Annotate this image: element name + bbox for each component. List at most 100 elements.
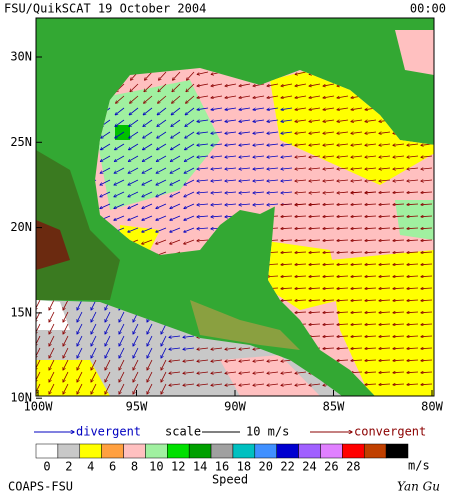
colorbar-label: 4 [87,460,94,474]
wind-arrow [184,179,195,185]
wind-arrow [351,360,363,361]
wind-arrow [421,348,433,349]
lon-label: 100W [24,400,54,414]
lat-label: 10N [10,391,32,405]
wind-arrow [351,168,363,169]
wind-arrow [63,323,69,334]
colorbar-swatch [385,443,409,459]
wind-arrow [407,156,419,157]
wind-arrow [184,203,195,208]
wind-arrow [211,95,223,98]
wind-arrow [393,252,405,253]
wind-arrow [49,335,55,346]
wind-arrow [407,276,419,277]
wind-arrow [186,95,195,103]
wind-arrow [144,83,153,92]
wind-arrow [239,180,251,181]
wind-arrow [407,324,419,325]
wind-arrow [365,336,377,337]
wind-arrow [36,371,41,382]
wind-arrow [365,204,377,205]
wind-arrow [281,240,293,241]
wind-arrow [225,132,237,133]
wind-arrow [281,252,293,253]
colorbar-label: 8 [131,460,138,474]
colorbar-label: 14 [193,460,207,474]
colorbar-swatch [188,443,212,459]
wind-arrow [129,143,139,150]
wind-arrow [379,312,391,313]
wind-arrow [253,144,265,145]
wind-arrow [379,324,391,325]
wind-arrow [114,203,125,208]
wind-arrow [421,168,433,169]
wind-arrow [171,119,181,126]
wind-arrow [239,384,251,385]
wind-arrow [157,143,167,150]
wind-arrow [379,384,391,385]
wind-arrow [351,180,363,181]
wind-arrow [170,167,181,173]
wind-arrow [253,180,265,181]
wind-arrow [337,228,349,229]
wind-arrow [295,156,307,157]
wind-arrow [173,71,181,80]
wind-arrow [128,215,139,220]
wind-arrow [115,131,125,138]
wind-arrow [267,95,279,98]
wind-arrow [211,168,223,169]
wind-arrow [77,323,83,334]
lon-label: 85W [323,400,345,414]
wind-arrow [323,83,335,86]
wind-arrow [239,156,251,157]
wind-arrow [49,311,55,322]
wind-arrow [421,300,433,301]
wind-arrow [156,215,167,220]
wind-arrow [253,168,265,169]
wind-arrow [158,95,167,103]
wind-arrow [407,312,419,313]
colorbar-swatch [363,443,387,459]
wind-arrow [197,360,209,361]
wind-arrow [337,168,349,169]
wind-arrow [77,371,83,382]
wind-arrow [63,371,69,382]
wind-arrow [295,95,307,98]
wind-arrow [144,95,153,103]
wind-arrow [211,180,223,181]
wind-arrow [185,131,195,138]
wind-arrow [309,132,321,133]
title: FSU/QuikSCAT 19 October 2004 [4,2,206,16]
wind-arrow [421,288,433,289]
wind-arrow [211,384,223,385]
wind-arrow [63,300,69,310]
wind-arrow [407,384,419,385]
wind-arrow [421,216,433,217]
wind-arrow [36,323,41,334]
wind-arrow [323,240,335,241]
wind-arrow [119,347,125,358]
legend-scale-value: 10 m/s [246,425,289,439]
wind-arrow [239,348,251,349]
wind-arrow [36,347,41,358]
wind-arrow [171,107,181,115]
colorbar-label: 2 [65,460,72,474]
wind-arrow [172,83,181,92]
wind-arrow [49,323,55,334]
lat-label: 15N [10,305,32,319]
wind-arrow [186,83,195,92]
wind-arrow [323,120,335,122]
wind-arrow [379,180,391,181]
wind-arrow [77,300,83,310]
wind-arrow [351,276,363,277]
wind-arrow [91,323,97,334]
wind-arrow [142,239,153,244]
wind-arrow [197,384,209,385]
wind-arrow [169,360,181,361]
wind-arrow [365,348,377,349]
wind-arrow [197,180,209,181]
wind-arrow [365,312,377,313]
wind-arrow [225,83,237,86]
wind-arrow [239,132,251,133]
wind-arrow [142,155,153,161]
